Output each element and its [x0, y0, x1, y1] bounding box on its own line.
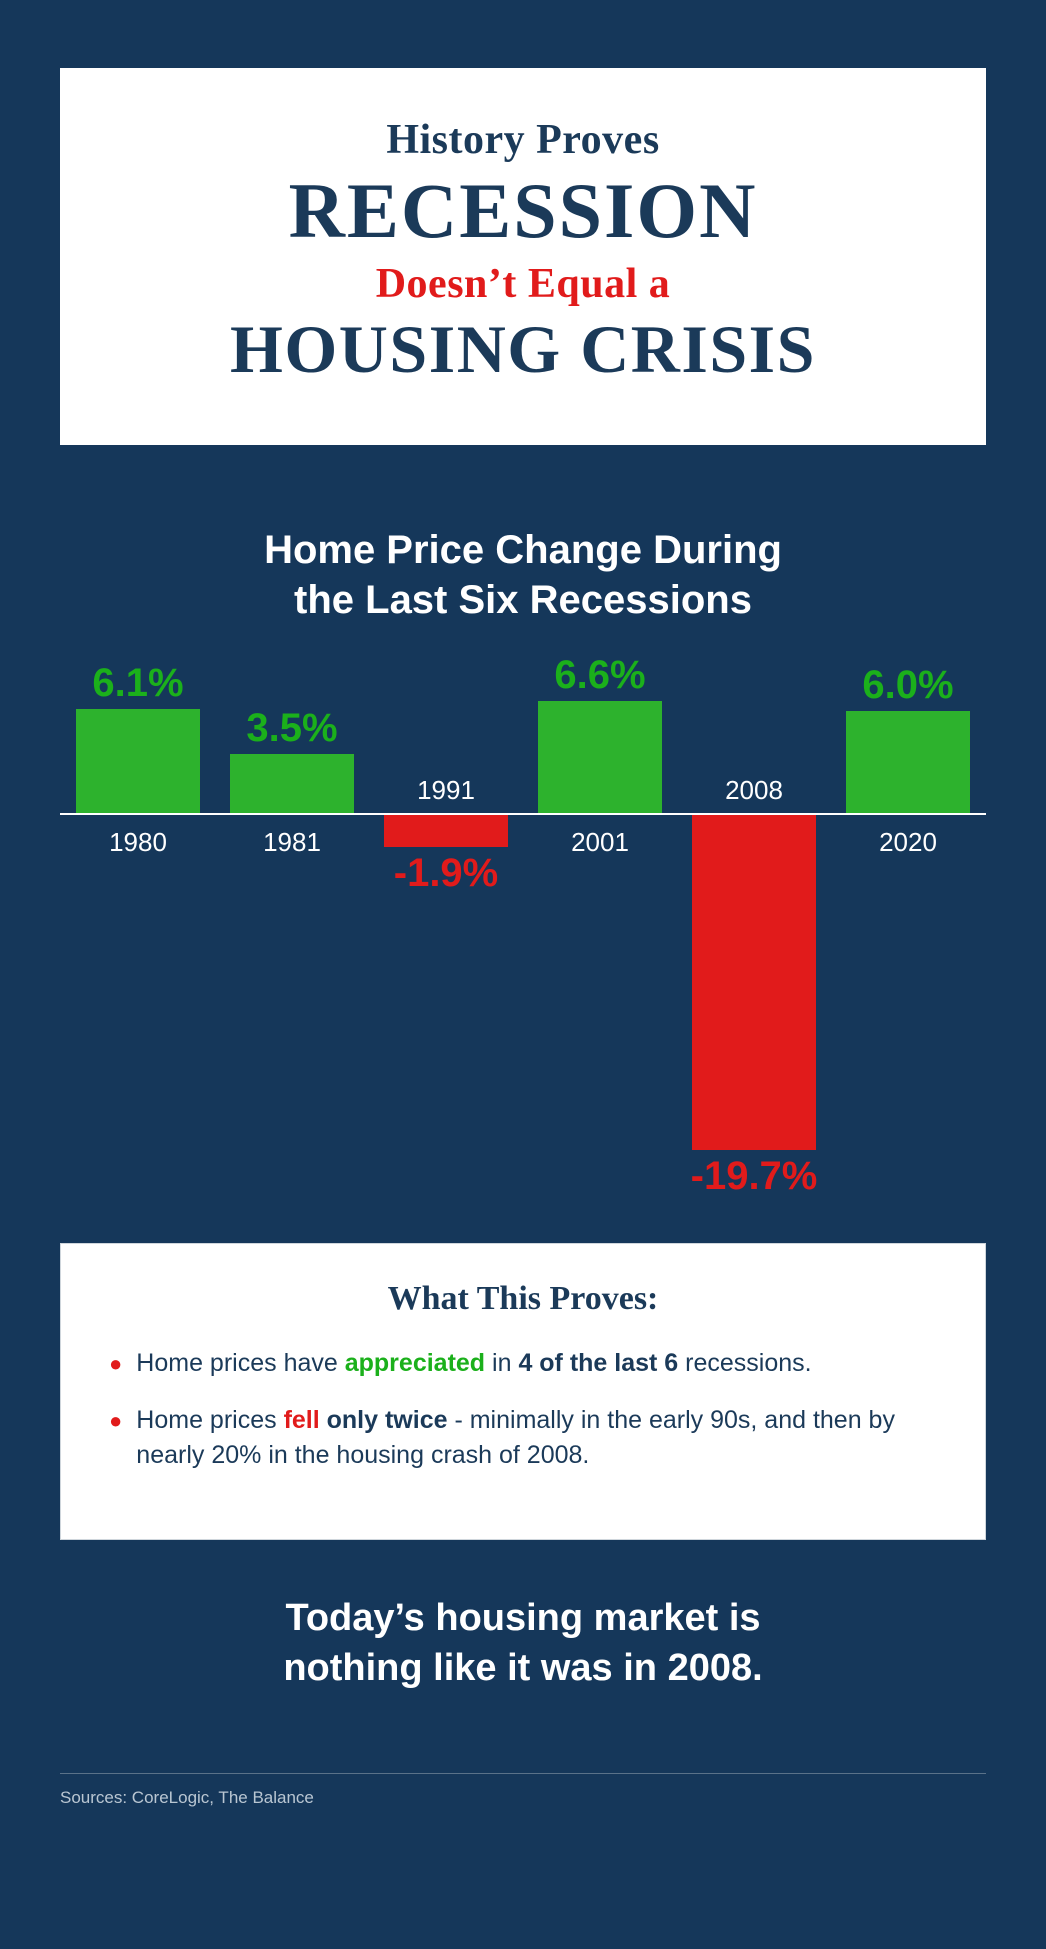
- header-line-1: History Proves: [90, 116, 956, 164]
- proves-box: What This Proves: ● Home prices have appr…: [60, 1243, 986, 1540]
- bar-value-label: 6.0%: [838, 663, 978, 708]
- bar: [692, 815, 816, 1150]
- bullet-dot-icon: ●: [109, 1346, 122, 1381]
- bullet-item: ● Home prices fell only twice - minimally…: [109, 1403, 937, 1473]
- header-line-3: Doesn’t Equal a: [90, 260, 956, 308]
- footer: Sources: CoreLogic, The Balance: [60, 1773, 986, 1808]
- bar: [846, 711, 970, 813]
- bullet-text: Home prices fell only twice - minimally …: [136, 1403, 937, 1473]
- proves-bullets: ● Home prices have appreciated in 4 of th…: [109, 1346, 937, 1473]
- bar-year-label: 1980: [68, 827, 208, 858]
- bar-year-label: 2020: [838, 827, 978, 858]
- tagline-line-2: nothing like it was in 2008.: [60, 1644, 986, 1693]
- bar-year-label: 2001: [530, 827, 670, 858]
- bar-year-label: 1981: [222, 827, 362, 858]
- tagline: Today’s housing market is nothing like i…: [60, 1594, 986, 1693]
- bar-chart: 6.1%1980 3.5% 1981 -1.9% 1991 6.6%2001-19.7%2…: [60, 673, 986, 1193]
- bar-value-label: -1.9%: [376, 851, 516, 896]
- bar-column: -1.9% 1991: [376, 673, 516, 1193]
- header-line-4: HOUSING CRISIS: [90, 310, 956, 389]
- bar-value-label: -19.7%: [684, 1154, 824, 1199]
- bar-column: 3.5% 1981: [222, 673, 362, 1193]
- bar-value-label: 6.1%: [68, 661, 208, 706]
- header-line-2: RECESSION: [90, 166, 956, 256]
- bar: [538, 701, 662, 813]
- bar-column: -19.7%2008: [684, 673, 824, 1193]
- chart-title-line-2: the Last Six Recessions: [60, 575, 986, 625]
- chart-title: Home Price Change During the Last Six Re…: [60, 525, 986, 625]
- chart-title-line-1: Home Price Change During: [60, 525, 986, 575]
- proves-title: What This Proves:: [109, 1280, 937, 1318]
- bar-year-label: 1991: [376, 775, 516, 806]
- bar-column: 6.6%2001: [530, 673, 670, 1193]
- bar-value-label: 6.6%: [530, 653, 670, 698]
- tagline-line-1: Today’s housing market is: [60, 1594, 986, 1643]
- page: History Proves RECESSION Doesn’t Equal a…: [0, 0, 1046, 1838]
- bar: [76, 709, 200, 813]
- bar-year-label: 2008: [684, 775, 824, 806]
- bar: [384, 815, 508, 847]
- header-box: History Proves RECESSION Doesn’t Equal a…: [60, 68, 986, 445]
- bar-column: 6.0%2020: [838, 673, 978, 1193]
- bullet-dot-icon: ●: [109, 1403, 122, 1438]
- bar-column: 6.1%1980: [68, 673, 208, 1193]
- bullet-text: Home prices have appreciated in 4 of the…: [136, 1346, 937, 1381]
- sources-text: Sources: CoreLogic, The Balance: [60, 1788, 314, 1807]
- bar: [230, 754, 354, 814]
- bullet-item: ● Home prices have appreciated in 4 of th…: [109, 1346, 937, 1381]
- chart-bars-container: 6.1%1980 3.5% 1981 -1.9% 1991 6.6%2001-19.7%2…: [60, 673, 986, 1193]
- bar-value-label: 3.5%: [222, 706, 362, 751]
